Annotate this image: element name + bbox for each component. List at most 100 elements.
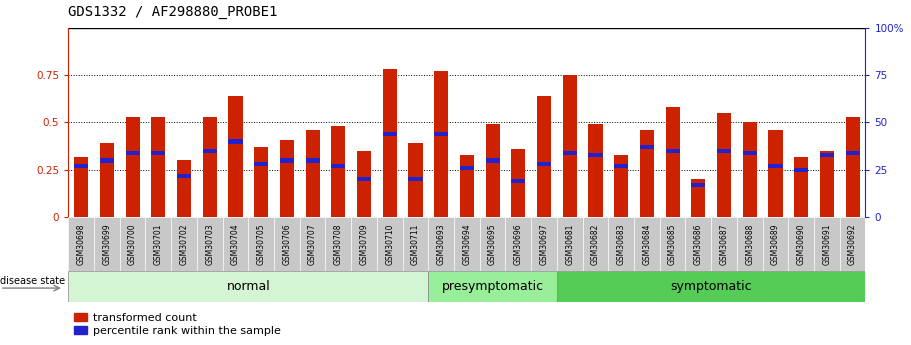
Bar (589, 152, 602, 157)
FancyBboxPatch shape (660, 217, 685, 271)
FancyBboxPatch shape (763, 217, 788, 271)
Bar (589, 125, 602, 217)
Text: GSM30709: GSM30709 (360, 223, 369, 265)
Bar (820, 151, 834, 217)
Text: GSM30701: GSM30701 (154, 223, 163, 265)
Bar (614, 164, 629, 168)
Bar (229, 96, 242, 217)
Text: GDS1332 / AF298880_PROBE1: GDS1332 / AF298880_PROBE1 (68, 5, 278, 19)
Bar (254, 147, 268, 217)
FancyBboxPatch shape (428, 271, 557, 302)
Bar (768, 130, 783, 217)
Bar (691, 183, 705, 187)
FancyBboxPatch shape (685, 217, 711, 271)
Bar (563, 151, 577, 155)
Bar (177, 160, 191, 217)
Text: GSM30691: GSM30691 (823, 223, 832, 265)
Text: GSM30681: GSM30681 (565, 224, 574, 265)
Text: GSM30686: GSM30686 (694, 223, 702, 265)
Text: symptomatic: symptomatic (670, 280, 752, 293)
Text: GSM30683: GSM30683 (617, 223, 626, 265)
FancyBboxPatch shape (68, 217, 94, 271)
Text: GSM30687: GSM30687 (720, 223, 729, 265)
Bar (486, 158, 499, 162)
Bar (357, 151, 371, 217)
Bar (537, 162, 551, 166)
Bar (408, 143, 423, 217)
Bar (435, 71, 448, 217)
Bar (614, 155, 629, 217)
Text: GSM30684: GSM30684 (642, 223, 651, 265)
Bar (357, 177, 371, 181)
Bar (126, 117, 139, 217)
Text: GSM30707: GSM30707 (308, 223, 317, 265)
Bar (511, 179, 526, 184)
Bar (332, 164, 345, 168)
FancyBboxPatch shape (428, 217, 454, 271)
Text: GSM30704: GSM30704 (231, 223, 240, 265)
Bar (486, 125, 499, 217)
Bar (100, 158, 114, 162)
FancyBboxPatch shape (737, 217, 763, 271)
Bar (511, 149, 526, 217)
FancyBboxPatch shape (609, 217, 634, 271)
Text: GSM30693: GSM30693 (436, 223, 445, 265)
Text: GSM30696: GSM30696 (514, 223, 523, 265)
Bar (202, 149, 217, 153)
FancyBboxPatch shape (68, 271, 428, 302)
FancyBboxPatch shape (506, 217, 531, 271)
Bar (845, 117, 860, 217)
Bar (305, 158, 320, 162)
FancyBboxPatch shape (351, 217, 377, 271)
FancyBboxPatch shape (403, 217, 428, 271)
Bar (742, 122, 757, 217)
FancyBboxPatch shape (171, 217, 197, 271)
Bar (305, 130, 320, 217)
Text: GSM30689: GSM30689 (771, 223, 780, 265)
FancyBboxPatch shape (583, 217, 609, 271)
Bar (74, 164, 88, 168)
FancyBboxPatch shape (557, 217, 583, 271)
Text: GSM30703: GSM30703 (205, 223, 214, 265)
FancyBboxPatch shape (146, 217, 171, 271)
Text: GSM30702: GSM30702 (179, 223, 189, 265)
FancyBboxPatch shape (325, 217, 351, 271)
FancyBboxPatch shape (197, 217, 222, 271)
Text: GSM30688: GSM30688 (745, 224, 754, 265)
Bar (666, 107, 680, 217)
Bar (640, 145, 654, 149)
FancyBboxPatch shape (454, 217, 480, 271)
Text: GSM30705: GSM30705 (257, 223, 266, 265)
Text: GSM30700: GSM30700 (128, 223, 138, 265)
Bar (332, 126, 345, 217)
Text: GSM30710: GSM30710 (385, 223, 394, 265)
Bar (177, 174, 191, 178)
FancyBboxPatch shape (377, 217, 403, 271)
Bar (742, 151, 757, 155)
Bar (640, 130, 654, 217)
Bar (460, 166, 474, 170)
Text: GSM30708: GSM30708 (333, 223, 343, 265)
Text: presymptomatic: presymptomatic (442, 280, 544, 293)
FancyBboxPatch shape (634, 217, 660, 271)
Text: disease state: disease state (0, 276, 65, 286)
FancyBboxPatch shape (531, 217, 557, 271)
Bar (254, 162, 268, 166)
FancyBboxPatch shape (249, 217, 274, 271)
FancyBboxPatch shape (711, 217, 737, 271)
Bar (383, 132, 397, 136)
FancyBboxPatch shape (119, 217, 146, 271)
Legend: transformed count, percentile rank within the sample: transformed count, percentile rank withi… (74, 313, 281, 336)
Bar (202, 117, 217, 217)
Bar (408, 177, 423, 181)
FancyBboxPatch shape (94, 217, 119, 271)
FancyBboxPatch shape (274, 217, 300, 271)
Text: GSM30699: GSM30699 (102, 223, 111, 265)
Bar (845, 151, 860, 155)
Bar (794, 157, 808, 217)
Bar (794, 168, 808, 172)
Bar (460, 155, 474, 217)
Bar (820, 152, 834, 157)
Text: normal: normal (227, 280, 271, 293)
FancyBboxPatch shape (222, 217, 249, 271)
